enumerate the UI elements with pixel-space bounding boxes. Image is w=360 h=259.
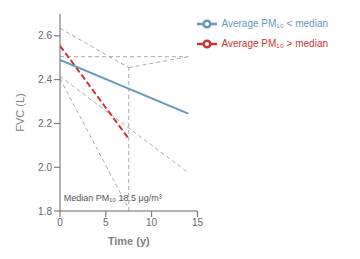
svg-text:Time (y): Time (y) [108, 235, 150, 247]
svg-text:0: 0 [57, 217, 63, 228]
svg-text:2.4: 2.4 [38, 74, 52, 85]
svg-text:1.8: 1.8 [38, 206, 52, 217]
svg-text:FVC (L): FVC (L) [14, 93, 26, 132]
html-text:Average PM₁₀ < median: Average PM₁₀ < median [221, 17, 328, 29]
svg-text:15: 15 [192, 217, 204, 228]
svg-text:5: 5 [103, 217, 109, 228]
svg-text:Median PM₁₀ 18.5 μg/m³: Median PM₁₀ 18.5 μg/m³ [64, 193, 162, 203]
svg-text:2.0: 2.0 [38, 162, 52, 173]
svg-text:10: 10 [146, 217, 158, 228]
svg-text:2.6: 2.6 [38, 30, 52, 41]
html-text:Average PM₁₀ > median: Average PM₁₀ > median [221, 37, 328, 49]
svg-text:2.2: 2.2 [38, 118, 52, 129]
